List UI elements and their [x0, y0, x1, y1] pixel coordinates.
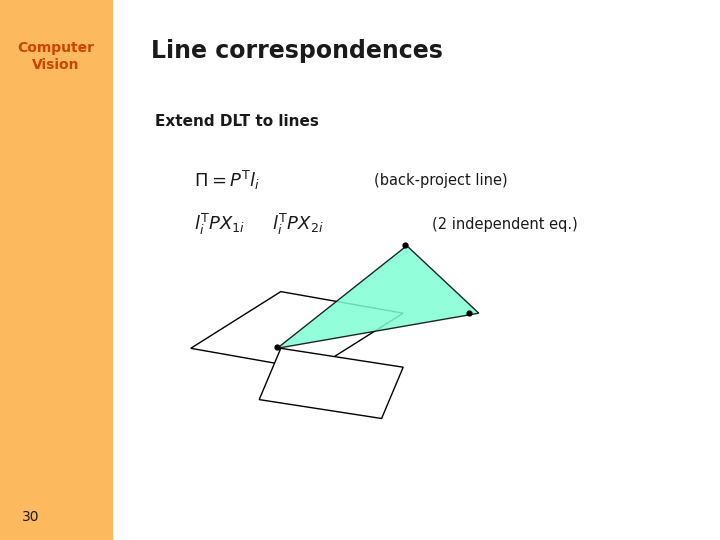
- Text: Extend DLT to lines: Extend DLT to lines: [155, 114, 319, 129]
- Text: $\Pi = P^{\mathrm{T}} l_i$: $\Pi = P^{\mathrm{T}} l_i$: [194, 170, 261, 192]
- Polygon shape: [191, 292, 403, 370]
- Text: $l_i^{\mathrm{T}} P X_{1i}$     $l_i^{\mathrm{T}} P X_{2i}$: $l_i^{\mathrm{T}} P X_{1i}$ $l_i^{\mathr…: [194, 212, 324, 237]
- Bar: [0, 0, 112, 540]
- Polygon shape: [277, 246, 479, 348]
- Text: Computer
Vision: Computer Vision: [17, 41, 94, 72]
- Text: 30: 30: [22, 510, 39, 524]
- Text: (2 independent eq.): (2 independent eq.): [432, 217, 577, 232]
- Text: Line correspondences: Line correspondences: [151, 39, 443, 63]
- Text: (back-project line): (back-project line): [374, 173, 508, 188]
- Polygon shape: [259, 348, 403, 418]
